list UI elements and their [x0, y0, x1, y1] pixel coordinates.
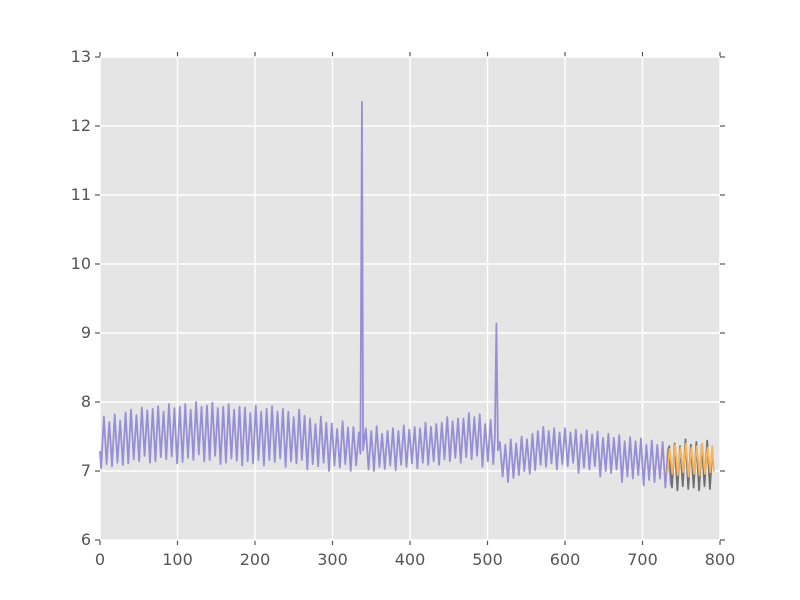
x-tick-label: 100	[162, 550, 193, 569]
x-tick-label: 0	[95, 550, 105, 569]
y-tick-label: 10	[71, 254, 91, 273]
y-tick-label: 13	[71, 47, 91, 66]
y-tick-label: 11	[71, 185, 91, 204]
x-tick-label: 400	[395, 550, 426, 569]
x-tick-label: 200	[240, 550, 271, 569]
series-main-series-purple	[99, 100, 672, 489]
y-tick-label: 7	[81, 461, 91, 480]
x-tick-label: 700	[627, 550, 658, 569]
x-tick-label: 500	[472, 550, 503, 569]
series-overlay-series-orange	[666, 442, 715, 478]
y-tick-label: 9	[81, 323, 91, 342]
x-tick-label: 600	[550, 550, 581, 569]
y-tick-label: 8	[81, 392, 91, 411]
x-tick-label: 300	[317, 550, 348, 569]
y-tick-label: 12	[71, 116, 91, 135]
y-tick-label: 6	[81, 530, 91, 549]
x-tick-label: 800	[705, 550, 736, 569]
